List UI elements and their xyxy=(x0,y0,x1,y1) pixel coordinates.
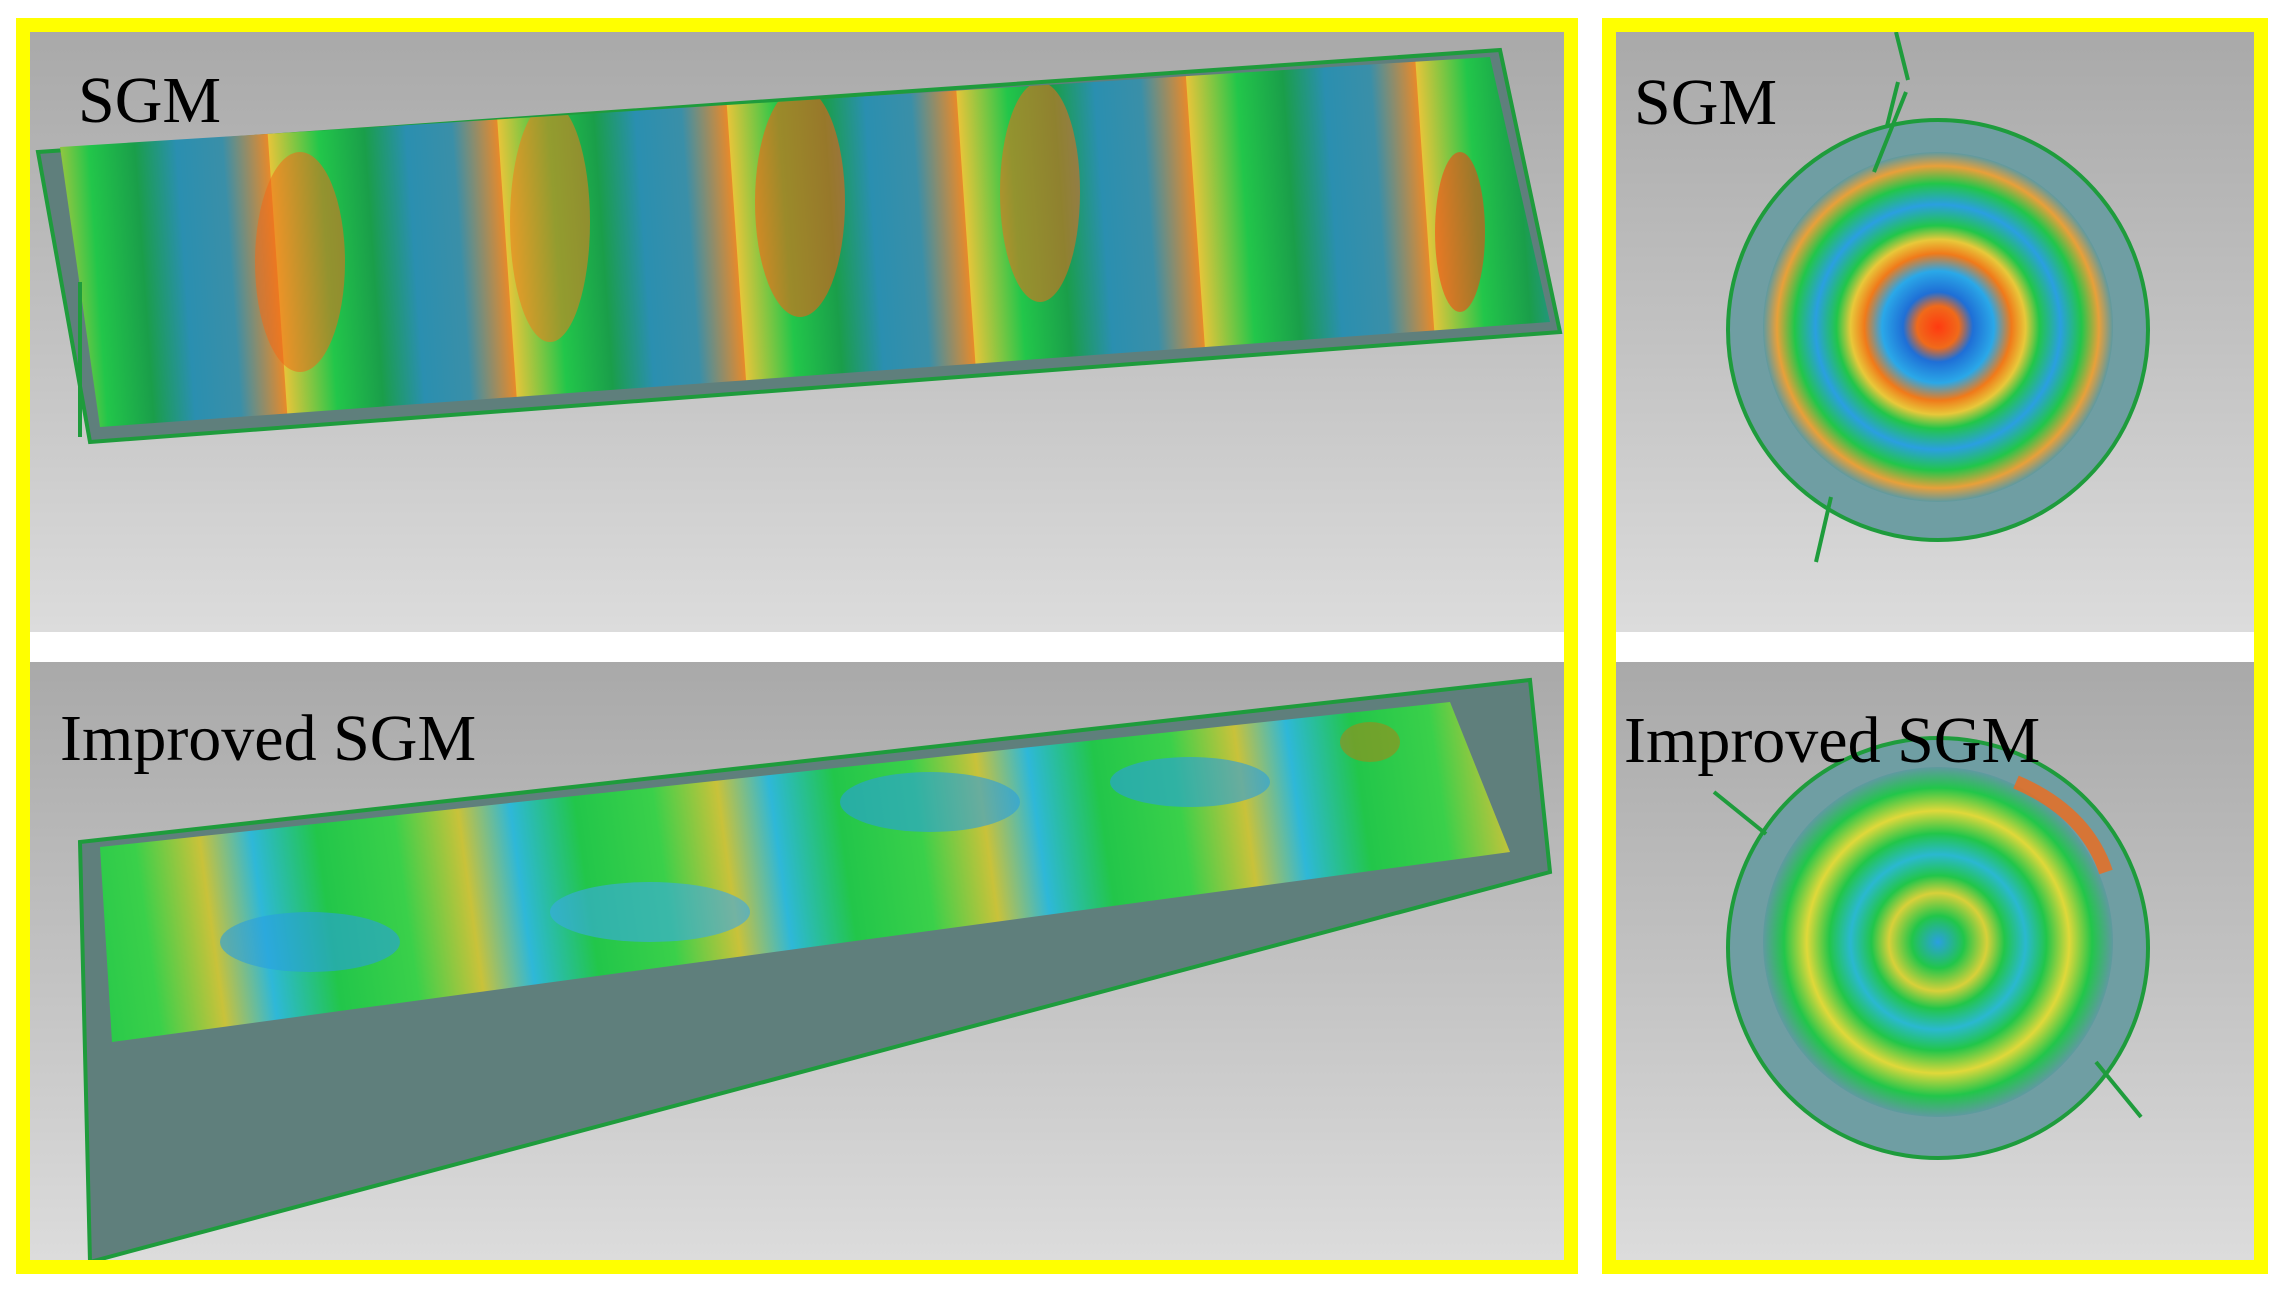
sgm-circle-label: SGM xyxy=(1634,66,1778,139)
right-figure-frame: SGM xyxy=(1602,18,2268,1274)
improved-sgm-panel-circle: Improved SGM xyxy=(1616,662,2254,1260)
improved-sgm-panel-rect: Improved SGM xyxy=(30,662,1564,1260)
sgm-rect-bands xyxy=(60,57,1550,427)
sgm-panel-rect: SGM xyxy=(30,32,1564,632)
sgm-rect-label: SGM xyxy=(78,64,222,137)
improved-sgm-rect-surface xyxy=(77,677,1553,1260)
improved-sgm-rect-label: Improved SGM xyxy=(60,702,477,775)
panel-gap xyxy=(30,632,1564,662)
sgm-panel-circle: SGM xyxy=(1616,32,2254,632)
improved-sgm-circle-label: Improved SGM xyxy=(1624,704,2041,777)
sgm-circle-surface xyxy=(1726,32,2150,563)
sgm-rect-surface xyxy=(35,47,1563,445)
left-figure-frame: SGM xyxy=(16,18,1578,1274)
improved-sgm-circle-surface xyxy=(1712,736,2150,1160)
panel-gap-right xyxy=(1616,632,2254,662)
